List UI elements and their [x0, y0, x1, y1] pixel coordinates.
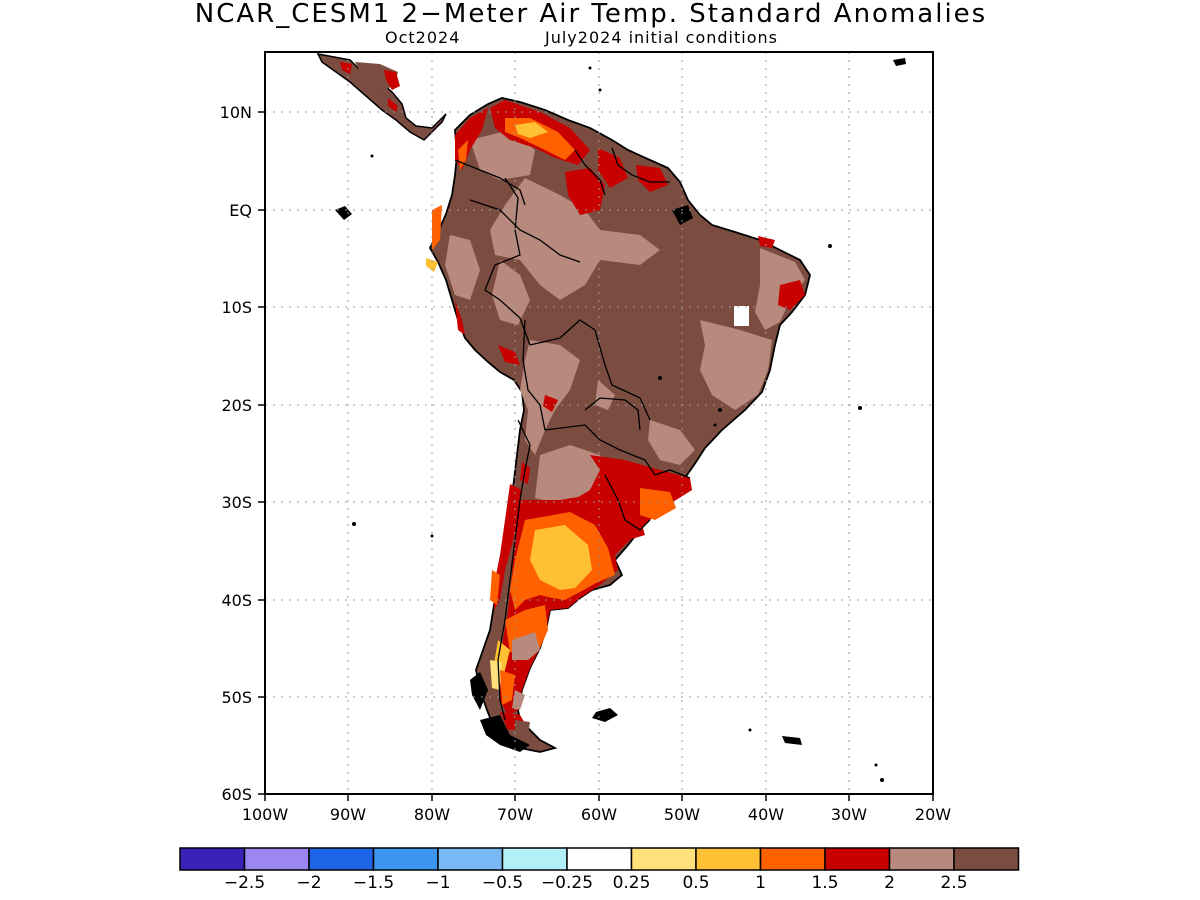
- islands: [335, 58, 906, 782]
- lat-label: 60S: [221, 785, 252, 804]
- missing-data-cell: [734, 306, 749, 326]
- colorbar-swatch: [243, 847, 310, 871]
- lat-label: 30S: [221, 493, 252, 512]
- lon-label: 80W: [414, 805, 450, 824]
- colorbar-swatch: [630, 847, 697, 871]
- lon-label: 50W: [664, 805, 700, 824]
- init-conditions: July2024 initial conditions: [545, 28, 778, 47]
- lat-label: 10N: [220, 103, 252, 122]
- country-borders: [454, 147, 691, 721]
- colorbar-swatch: [437, 847, 504, 871]
- lon-label: 70W: [497, 805, 533, 824]
- lon-label: 30W: [831, 805, 867, 824]
- colorbar-label: 2.5: [940, 873, 967, 893]
- latitude-labels: 10N EQ 10S 20S 30S 40S 50S 60S: [220, 103, 252, 804]
- colorbar-label: 2: [884, 873, 895, 893]
- colorbar-swatch: [566, 847, 633, 871]
- colorbar-swatch: [179, 847, 246, 871]
- colorbar-label: 0.25: [613, 873, 651, 893]
- lat-label: 20S: [221, 396, 252, 415]
- map-title: NCAR_CESM1 2−Meter Air Temp. Standard An…: [194, 0, 988, 29]
- longitude-labels: 100W 90W 80W 70W 60W 50W 40W 30W 20W: [242, 805, 951, 824]
- colorbar-swatch: [695, 847, 762, 871]
- lon-label: 20W: [915, 805, 951, 824]
- colorbar-swatch: [501, 847, 568, 871]
- colorbar-swatch: [824, 847, 891, 871]
- colorbar: −2.5 −2 −1.5 −1 −0.5 −0.25 0.25 0.5 1 1.5 2 2.5: [179, 847, 1020, 893]
- colorbar-label: 1.5: [811, 873, 838, 893]
- colorbar-swatch: [888, 847, 955, 871]
- colorbar-label: 0.5: [682, 873, 709, 893]
- lat-label: 10S: [221, 298, 252, 317]
- colorbar-label: −2: [296, 873, 321, 893]
- target-month: Oct2024: [385, 28, 461, 47]
- colorbar-label: −2.5: [224, 873, 265, 893]
- colorbar-label: 1: [755, 873, 766, 893]
- colorbar-label: −1: [425, 873, 450, 893]
- lat-label: EQ: [229, 201, 252, 220]
- colorbar-label: −1.5: [353, 873, 394, 893]
- lon-label: 90W: [330, 805, 366, 824]
- lat-label: 50S: [221, 688, 252, 707]
- colorbar-swatch: [308, 847, 375, 871]
- tick-marks: [258, 111, 934, 801]
- colorbar-label: −0.25: [541, 873, 593, 893]
- lon-label: 60W: [581, 805, 617, 824]
- colorbar-swatch: [759, 847, 826, 871]
- colorbar-label: −0.5: [482, 873, 523, 893]
- lon-label: 100W: [242, 805, 289, 824]
- lat-label: 40S: [221, 591, 252, 610]
- colorbar-swatch: [953, 847, 1020, 871]
- anomaly-field: [316, 52, 906, 782]
- colorbar-swatch: [372, 847, 439, 871]
- lon-label: 40W: [748, 805, 784, 824]
